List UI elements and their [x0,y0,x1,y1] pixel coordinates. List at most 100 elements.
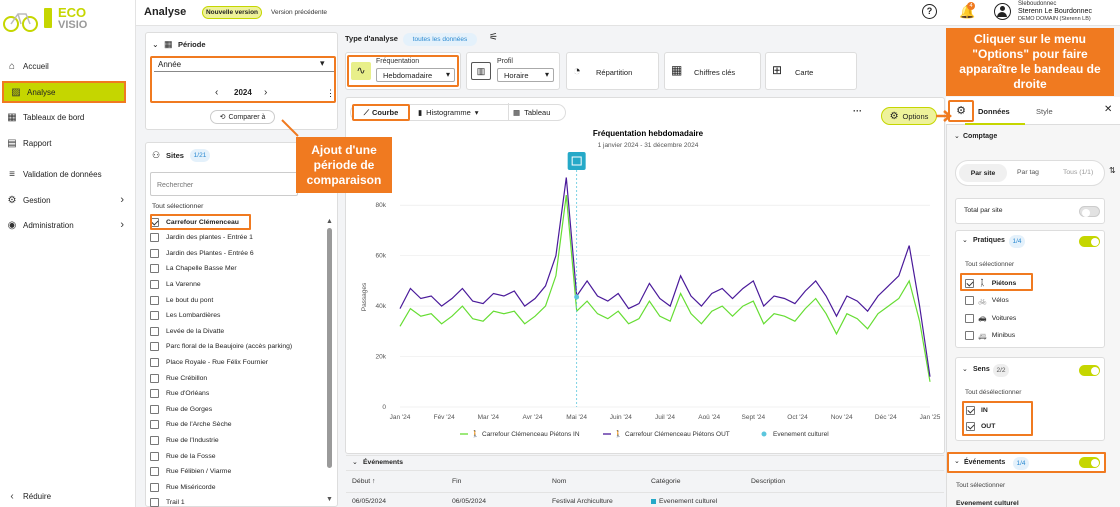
evenement-culturel-item[interactable]: Evenement culturel [956,500,1019,507]
site-item[interactable]: Rue de l'Industrie [150,434,219,446]
site-item[interactable]: La Varenne [150,278,201,290]
site-checkbox[interactable] [150,389,159,399]
options-button[interactable]: ⚙ Options [881,107,937,125]
chevron-down-icon[interactable]: ⌄ [352,459,358,466]
seg-par-site[interactable]: Par site [959,164,1007,182]
prev-version-toggle[interactable]: Version précédente [270,9,327,16]
site-item[interactable]: Rue de Gorges [150,403,212,415]
pratique-item[interactable]: 🚐 Minibus [965,330,1015,342]
site-checkbox[interactable] [150,498,159,507]
courbe-tab[interactable]: ⟋ Courbe [352,104,410,121]
chevron-down-icon[interactable]: ⌄ [954,133,960,140]
all-data-badge[interactable]: toutes les données [403,33,477,46]
gear-icon[interactable]: ⚙ [948,100,974,122]
tab-donnees[interactable]: Données [978,107,1010,116]
site-checkbox[interactable] [150,373,159,383]
site-item[interactable]: Rue de la Fosse [150,450,216,462]
pratique-checkbox[interactable] [965,296,974,305]
select-all-sites[interactable]: Tout sélectionner [152,203,204,210]
period-more-button[interactable]: ⋮ [326,88,335,98]
new-version-toggle[interactable]: Nouvelle version [202,6,262,19]
sens-deselect-all[interactable]: Tout désélectionner [965,389,1022,396]
tab-style[interactable]: Style [1036,107,1053,116]
pratique-item[interactable]: 🚲 Vélos [965,295,1009,307]
search-box[interactable] [150,172,298,196]
pratique-checkbox[interactable] [965,313,974,323]
site-item[interactable]: Rue de l'Arche Sèche [150,419,232,431]
repartition-card[interactable]: ◔ Répartition [566,52,659,90]
seg-par-tag[interactable]: Par tag [1017,169,1039,176]
search-input[interactable] [157,179,277,191]
site-item[interactable]: Rue d'Orléans [150,388,209,400]
chevron-down-icon[interactable]: ⌄ [962,366,968,373]
chiffres-cles-card[interactable]: ▦ Chiffres clés [664,52,761,90]
site-checkbox[interactable] [150,233,159,243]
site-checkbox[interactable] [150,467,159,477]
prev-year-button[interactable]: ‹ [215,87,219,98]
site-checkbox[interactable] [150,295,159,305]
nav-item-gestion[interactable]: ⚙ Gestion › [0,189,136,211]
site-checkbox[interactable] [150,311,159,321]
sens-checkbox[interactable] [966,405,975,415]
col-categorie[interactable]: Catégorie [651,478,681,485]
col-description[interactable]: Description [751,478,785,485]
pratique-item[interactable]: 🚗 Voitures [965,312,1016,324]
close-icon[interactable]: ✕ [1104,104,1113,115]
sens-toggle[interactable] [1079,365,1100,376]
site-item[interactable]: Place Royale - Rue Félix Fournier [150,356,268,368]
site-item[interactable]: La Chapelle Basse Mer [150,263,237,275]
col-debut[interactable]: Début ↑ [352,478,375,485]
site-item[interactable]: Jardin des plantes - Entrée 1 [150,232,253,244]
avatar[interactable] [994,3,1011,20]
site-checkbox[interactable] [150,248,159,258]
chevron-down-icon[interactable]: ⌄ [962,237,968,244]
filter-settings-icon[interactable]: ⚟ [489,32,498,43]
site-item[interactable]: Rue Miséricorde [150,481,215,493]
site-item[interactable]: Rue Crébillon [150,372,207,384]
pratique-checkbox[interactable] [965,331,974,340]
site-item[interactable]: Levée de la Divatte [150,325,224,337]
chevron-down-icon[interactable]: ⌄ [954,458,960,465]
site-item[interactable]: Jardin des Plantes - Entrée 6 [150,247,254,259]
evenements-select-all[interactable]: Tout sélectionner [956,482,1006,489]
seg-tous[interactable]: Tous (1/1) [1063,169,1094,176]
nav-item-rapport[interactable]: ▤ Rapport [0,132,136,154]
histogramme-tab[interactable]: ▮ Histogramme ▾ [418,108,479,117]
brand-logo[interactable]: ECO VISIO [0,0,136,40]
periode-select[interactable]: Année [158,60,182,69]
site-checkbox[interactable] [150,404,159,414]
sort-icon[interactable]: ⇅ [1109,166,1116,175]
site-item[interactable]: Le bout du pont [150,294,213,306]
site-item[interactable]: Trail 1 [150,497,185,507]
tableau-tab[interactable]: ▦ Tableau [513,108,550,117]
compare-button[interactable]: ⟲ Comparer à [210,110,275,124]
nav-item-tableaux[interactable]: ▦ Tableaux de bord [0,106,136,128]
scroll-down-icon[interactable]: ▼ [326,496,333,503]
nav-item-analyse[interactable]: ▨ Analyse [2,81,126,103]
sens-item[interactable]: IN [966,404,988,416]
collapse-button[interactable]: ‹ Réduire [0,485,136,507]
site-item[interactable]: Les Lombardières [150,310,220,322]
help-icon[interactable]: ? [922,4,937,19]
pratique-item[interactable]: 🚶 Piétons [965,277,1016,289]
total-par-site-toggle[interactable] [1079,206,1100,217]
evenements-toggle[interactable] [1079,457,1100,468]
site-checkbox[interactable] [150,264,159,274]
pratique-checkbox[interactable] [965,278,974,288]
site-checkbox[interactable] [150,482,159,492]
profil-card[interactable] [466,52,560,90]
site-item[interactable]: Parc floral de la Beaujoire (accès parki… [150,341,292,353]
nav-item-accueil[interactable]: ⌂ Accueil [0,55,136,77]
site-checkbox[interactable] [150,420,159,430]
profil-select[interactable]: Horaire ▾ [497,68,554,82]
pratiques-toggle[interactable] [1079,236,1100,247]
col-fin[interactable]: Fin [452,478,462,485]
col-nom[interactable]: Nom [552,478,567,485]
nav-item-validation[interactable]: ≡ Validation de données [0,163,136,185]
table-row[interactable]: 06/05/2024 06/05/2024 Festival Archicult… [346,494,944,507]
sens-checkbox[interactable] [966,421,975,431]
chevron-down-icon[interactable]: ⌄ [152,40,159,49]
site-checkbox[interactable] [150,435,159,445]
more-menu-button[interactable]: ··· [853,106,862,116]
carte-card[interactable]: ⊞ Carte [765,52,857,90]
